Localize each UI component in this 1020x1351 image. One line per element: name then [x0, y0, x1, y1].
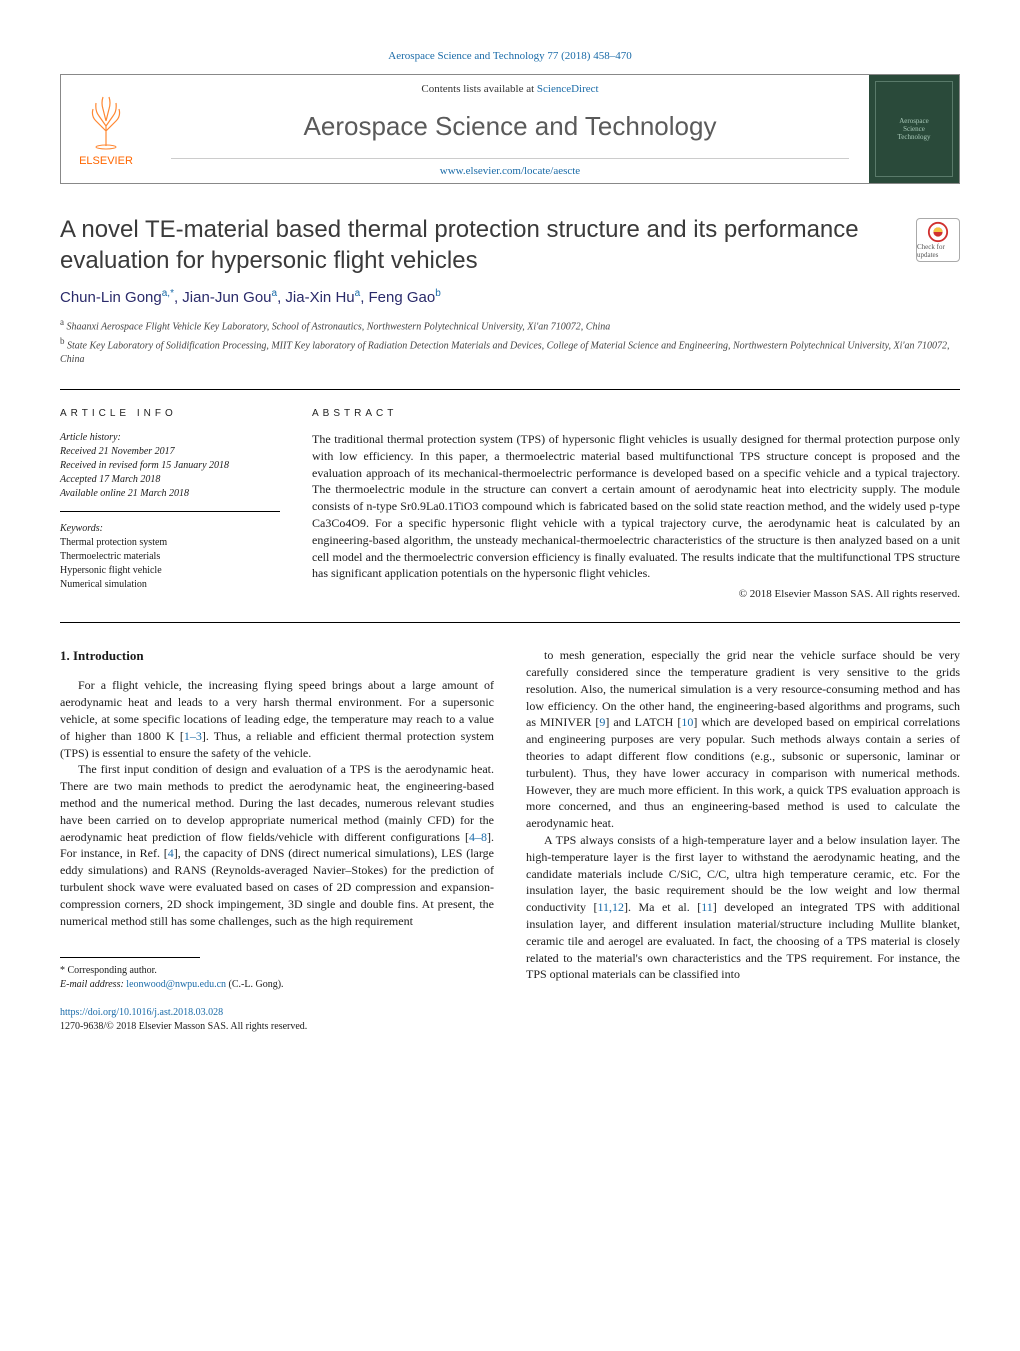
authors: Chun-Lin Gonga,*, Jian-Jun Goua, Jia-Xin… — [60, 288, 960, 306]
ref-link[interactable]: 11,12 — [597, 900, 624, 914]
publisher-logo: ELSEVIER — [61, 75, 151, 183]
article-info-label: article info — [60, 408, 280, 419]
keywords: Keywords: Thermal protection systemTherm… — [60, 522, 280, 592]
contents-available: Contents lists available at ScienceDirec… — [171, 83, 849, 95]
abstract-copyright: © 2018 Elsevier Masson SAS. All rights r… — [312, 588, 960, 600]
ref-link[interactable]: 4 — [168, 846, 174, 860]
ref-link[interactable]: 9 — [599, 715, 605, 729]
footnotes: * Corresponding author. E-mail address: … — [60, 964, 494, 992]
citation-line: Aerospace Science and Technology 77 (201… — [60, 50, 960, 62]
abstract-text: The traditional thermal protection syste… — [312, 431, 960, 582]
abstract-label: abstract — [312, 408, 960, 419]
body-right-column: to mesh generation, especially the grid … — [526, 647, 960, 1034]
check-updates-badge[interactable]: Check for updates — [916, 218, 960, 262]
intro-heading: 1. Introduction — [60, 647, 494, 665]
email-link[interactable]: leonwood@nwpu.edu.cn — [126, 979, 226, 990]
publisher-name: ELSEVIER — [79, 155, 133, 167]
elsevier-tree-icon — [81, 91, 131, 151]
ref-link[interactable]: 4–8 — [469, 830, 487, 844]
footnote-divider — [60, 957, 200, 958]
journal-url[interactable]: www.elsevier.com/locate/aescte — [171, 158, 849, 177]
doi-link[interactable]: https://doi.org/10.1016/j.ast.2018.03.02… — [60, 1007, 223, 1018]
footer-meta: https://doi.org/10.1016/j.ast.2018.03.02… — [60, 1006, 494, 1034]
journal-cover: Aerospace Science Technology — [869, 75, 959, 183]
email-line: E-mail address: leonwood@nwpu.edu.cn (C.… — [60, 978, 494, 992]
article-history: Article history: Received 21 November 20… — [60, 431, 280, 512]
article-title: A novel TE-material based thermal protec… — [60, 214, 896, 276]
ref-link[interactable]: 11 — [701, 900, 713, 914]
journal-header: ELSEVIER Contents lists available at Sci… — [60, 74, 960, 184]
ref-link[interactable]: 1–3 — [184, 729, 202, 743]
sciencedirect-link[interactable]: ScienceDirect — [537, 83, 599, 95]
crossmark-icon — [927, 221, 949, 243]
affiliations: a Shaanxi Aerospace Flight Vehicle Key L… — [60, 316, 960, 367]
section-divider — [60, 622, 960, 623]
corresponding-author: * Corresponding author. — [60, 964, 494, 978]
ref-link[interactable]: 10 — [681, 715, 693, 729]
journal-name: Aerospace Science and Technology — [171, 111, 849, 142]
issn-line: 1270-9638/© 2018 Elsevier Masson SAS. Al… — [60, 1021, 307, 1032]
body-left-column: 1. Introduction For a flight vehicle, th… — [60, 647, 494, 1034]
